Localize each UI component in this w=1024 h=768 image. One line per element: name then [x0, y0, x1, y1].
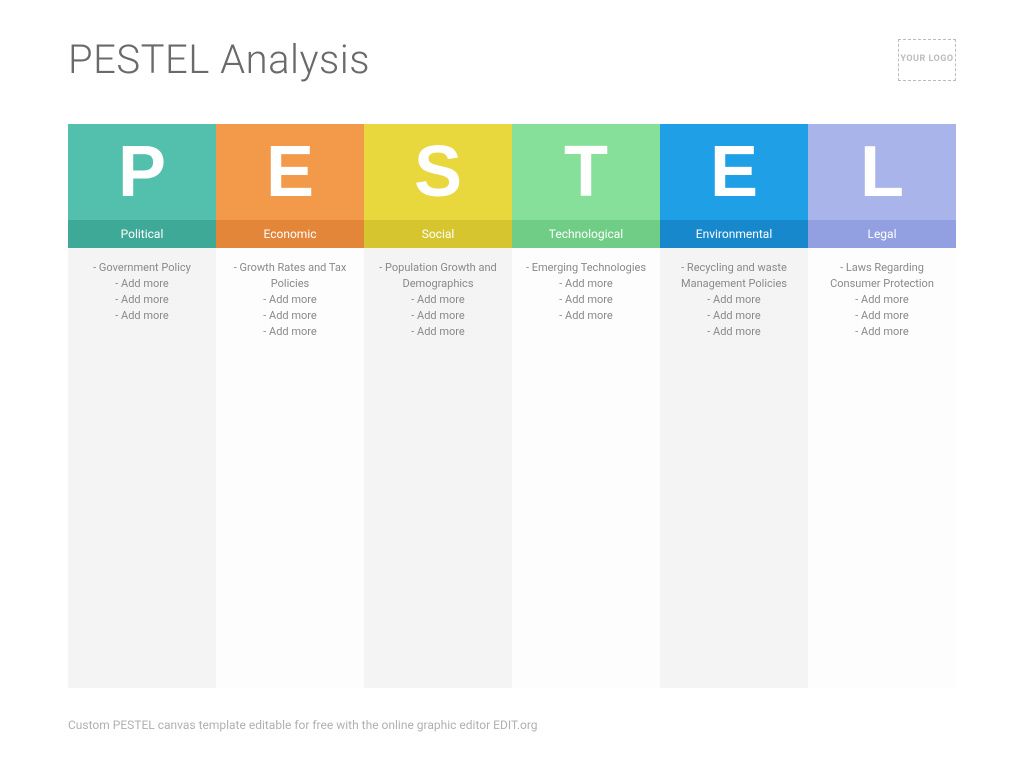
column-item: - Add more — [520, 292, 652, 308]
column-label: Political — [68, 220, 216, 248]
column-item: - Government Policy — [76, 260, 208, 276]
column-items[interactable]: - Laws Regarding Consumer Protection- Ad… — [808, 248, 956, 688]
column-letter: E — [216, 124, 364, 220]
footer-caption: Custom PESTEL canvas template editable f… — [68, 718, 538, 732]
column-items[interactable]: - Emerging Technologies- Add more- Add m… — [512, 248, 660, 688]
column-item: - Add more — [520, 308, 652, 324]
column-label: Economic — [216, 220, 364, 248]
column-item: - Add more — [816, 324, 948, 340]
pestel-column-legal: LLegal- Laws Regarding Consumer Protecti… — [808, 124, 956, 688]
pestel-grid: PPolitical- Government Policy- Add more-… — [68, 124, 956, 688]
column-item: - Add more — [372, 324, 504, 340]
pestel-column-technological: TTechnological- Emerging Technologies- A… — [512, 124, 660, 688]
column-label: Technological — [512, 220, 660, 248]
column-label: Legal — [808, 220, 956, 248]
column-item: - Laws Regarding Consumer Protection — [816, 260, 948, 292]
pestel-column-economic: EEconomic- Growth Rates and Tax Policies… — [216, 124, 364, 688]
column-items[interactable]: - Growth Rates and Tax Policies- Add mor… — [216, 248, 364, 688]
column-item: - Add more — [76, 292, 208, 308]
column-letter: S — [364, 124, 512, 220]
column-items[interactable]: - Population Growth and Demographics- Ad… — [364, 248, 512, 688]
column-item: - Add more — [372, 292, 504, 308]
column-item: - Add more — [372, 308, 504, 324]
column-item: - Emerging Technologies — [520, 260, 652, 276]
column-item: - Add more — [224, 324, 356, 340]
column-item: - Population Growth and Demographics — [372, 260, 504, 292]
column-item: - Recycling and waste Management Policie… — [668, 260, 800, 292]
column-item: - Add more — [816, 308, 948, 324]
column-item: - Add more — [224, 292, 356, 308]
column-item: - Add more — [76, 276, 208, 292]
pestel-column-social: SSocial- Population Growth and Demograph… — [364, 124, 512, 688]
column-item: - Add more — [668, 308, 800, 324]
column-label: Environmental — [660, 220, 808, 248]
column-item: - Add more — [816, 292, 948, 308]
pestel-column-environmental: EEnvironmental - Recycling and waste Mana… — [660, 124, 808, 688]
column-letter: L — [808, 124, 956, 220]
column-letter: P — [68, 124, 216, 220]
column-item: - Growth Rates and Tax Policies — [224, 260, 356, 292]
header: PESTEL Analysis YOUR LOGO — [68, 36, 956, 83]
page-title: PESTEL Analysis — [68, 36, 370, 83]
column-item: - Add more — [668, 292, 800, 308]
column-items[interactable]: - Government Policy- Add more- Add more-… — [68, 248, 216, 688]
column-letter: T — [512, 124, 660, 220]
column-item: - Add more — [668, 324, 800, 340]
column-label: Social — [364, 220, 512, 248]
column-item: - Add more — [224, 308, 356, 324]
column-item: - Add more — [520, 276, 652, 292]
logo-placeholder[interactable]: YOUR LOGO — [898, 39, 956, 81]
pestel-column-political: PPolitical- Government Policy- Add more-… — [68, 124, 216, 688]
column-item: - Add more — [76, 308, 208, 324]
column-items[interactable]: - Recycling and waste Management Policie… — [660, 248, 808, 688]
column-letter: E — [660, 124, 808, 220]
